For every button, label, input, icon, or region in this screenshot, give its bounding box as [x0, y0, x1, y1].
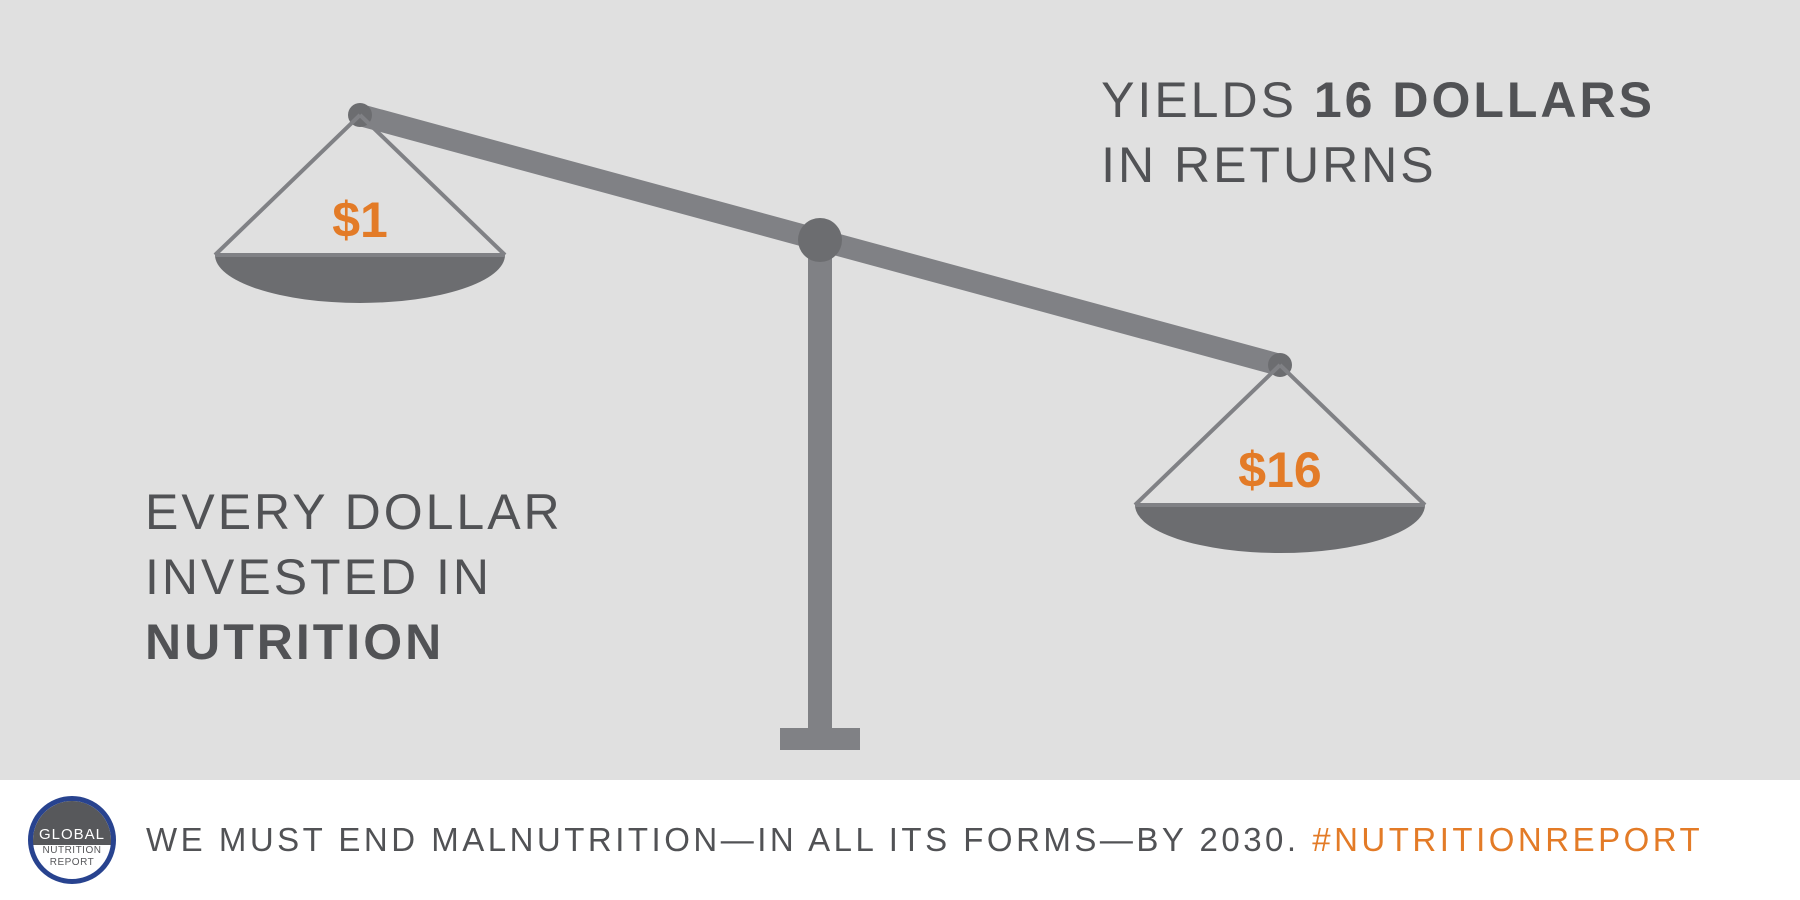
footer-bar: GLOBAL NUTRITION REPORT WE MUST END MALN…	[0, 780, 1800, 900]
main-panel: $1 $16 EVERY DOLLAR INVESTED IN NUTRITION…	[0, 0, 1800, 780]
footer-message-text: WE MUST END MALNUTRITION—IN ALL ITS FORM…	[146, 821, 1312, 858]
headline-left-line2: INVESTED IN	[145, 549, 492, 605]
footer-hashtag: #NUTRITIONREPORT	[1312, 821, 1703, 858]
footer-message: WE MUST END MALNUTRITION—IN ALL ITS FORM…	[146, 821, 1703, 859]
pan-label: $16	[1238, 442, 1321, 498]
global-nutrition-report-logo: GLOBAL NUTRITION REPORT	[28, 796, 116, 884]
pan-label: $1	[332, 192, 388, 248]
headline-right-line2: IN RETURNS	[1101, 137, 1437, 193]
headline-right: YIELDS 16 DOLLARS IN RETURNS	[1101, 68, 1655, 198]
headline-right-line1-bold: 16 DOLLARS	[1314, 72, 1655, 128]
headline-left: EVERY DOLLAR INVESTED IN NUTRITION	[145, 480, 563, 675]
page: $1 $16 EVERY DOLLAR INVESTED IN NUTRITION…	[0, 0, 1800, 900]
headline-left-line1: EVERY DOLLAR	[145, 484, 563, 540]
headline-left-line3: NUTRITION	[145, 614, 444, 670]
logo-ring	[28, 796, 116, 884]
headline-right-line1-pre: YIELDS	[1101, 72, 1314, 128]
